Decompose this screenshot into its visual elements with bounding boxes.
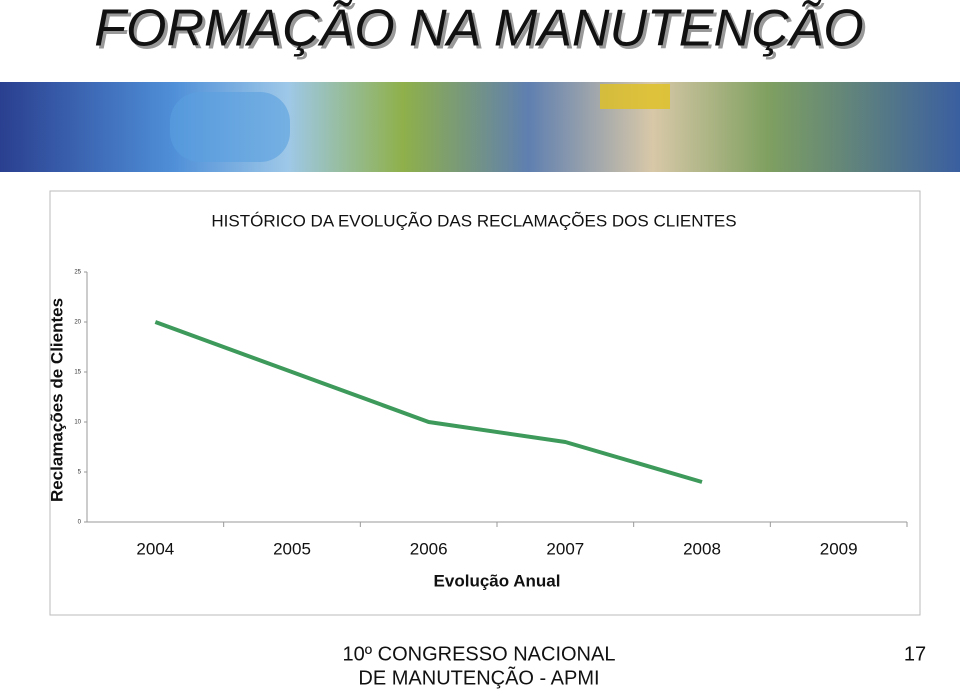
y-tick-label: 0 — [78, 520, 82, 526]
y-axis-label: Reclamações de Clientes — [47, 298, 66, 502]
y-tick-label: 5 — [78, 470, 82, 476]
y-tick-label: 20 — [74, 320, 81, 326]
title-shadow: FORMAÇÃO NA MANUTENÇÃO — [97, 3, 866, 61]
footer-line: DE MANUTENÇÃO - APMI — [358, 665, 599, 689]
page-number: 17 — [904, 643, 926, 665]
slide-title: FORMAÇÃO NA MANUTENÇÃO — [94, 0, 863, 58]
y-tick-label: 10 — [74, 420, 81, 426]
x-tick-label: 2008 — [683, 539, 721, 558]
banner-image — [0, 82, 960, 172]
x-tick-label: 2007 — [546, 539, 584, 558]
y-tick-label: 25 — [74, 270, 81, 276]
banner-detail — [170, 92, 290, 162]
x-tick-label: 2004 — [136, 539, 174, 558]
banner-detail — [600, 84, 670, 109]
chart-frame — [49, 190, 921, 616]
x-axis-label: Evolução Anual — [434, 571, 561, 590]
chart-title: HISTÓRICO DA EVOLUÇÃO DAS RECLAMAÇÕES DO… — [211, 211, 736, 230]
x-tick-label: 2009 — [820, 539, 858, 558]
x-tick-label: 2006 — [410, 539, 448, 558]
footer-line: 10º CONGRESSO NACIONAL — [343, 643, 616, 665]
data-line — [154, 320, 703, 484]
y-tick-label: 15 — [74, 370, 81, 376]
x-tick-label: 2005 — [273, 539, 311, 558]
